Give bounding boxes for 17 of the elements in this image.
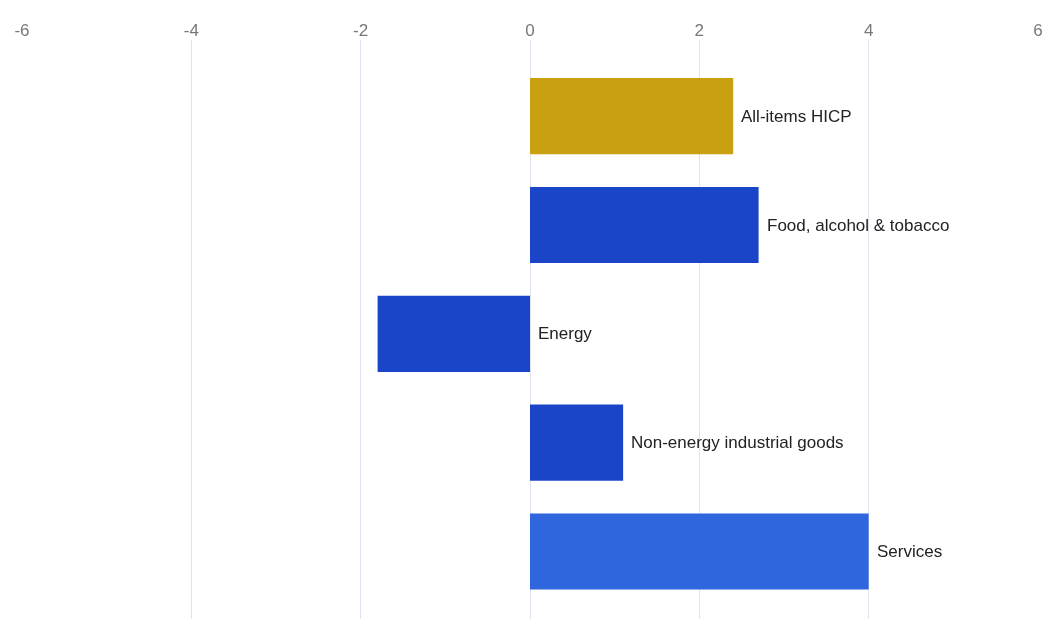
x-tick-label: 6 bbox=[1033, 20, 1043, 40]
x-tick-label: -6 bbox=[14, 20, 30, 40]
x-tick-label: -2 bbox=[353, 20, 369, 40]
bar bbox=[530, 78, 734, 155]
y-tick-label: Services bbox=[877, 542, 943, 561]
y-tick-label: All-items HICP bbox=[741, 107, 852, 126]
y-tick-label: Energy bbox=[538, 324, 593, 343]
x-tick-label: -4 bbox=[183, 20, 199, 40]
y-tick-label: Food, alcohol & tobacco bbox=[767, 216, 950, 235]
bar bbox=[530, 186, 759, 264]
bar bbox=[377, 295, 530, 372]
bar bbox=[530, 404, 624, 481]
bar bbox=[530, 513, 869, 590]
x-tick-label: 2 bbox=[694, 20, 705, 40]
x-tick-label: 4 bbox=[863, 20, 874, 40]
x-tick-label: 0 bbox=[525, 20, 535, 40]
y-tick-label: Non-energy industrial goods bbox=[631, 433, 844, 452]
